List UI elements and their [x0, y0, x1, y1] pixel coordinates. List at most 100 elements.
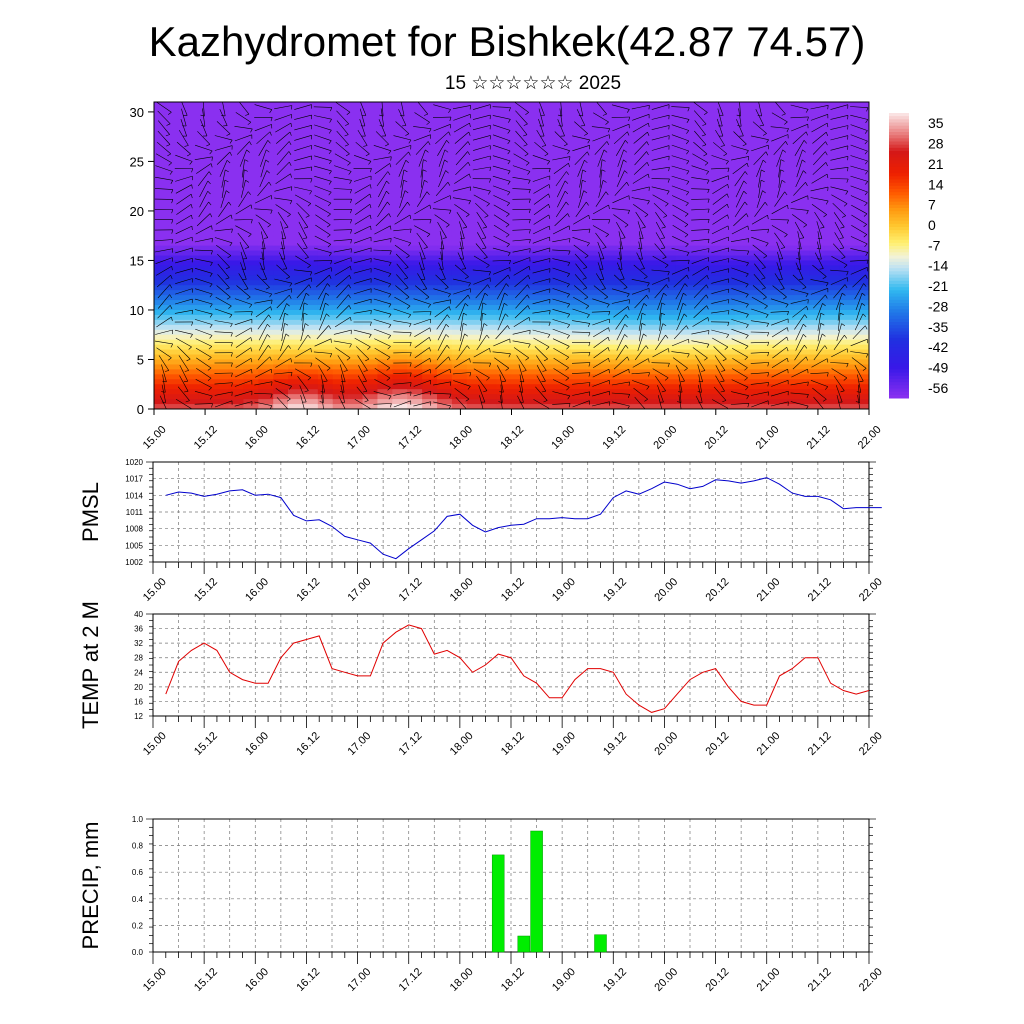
field-cell: [347, 389, 364, 395]
wind-barb-flag: [587, 151, 590, 156]
field-cell: [437, 339, 453, 346]
field-cell: [198, 196, 215, 202]
field-cell: [258, 181, 274, 187]
field-cell: [541, 260, 557, 266]
wind-barb-flag: [686, 130, 690, 134]
wind-barb-flag: [685, 202, 689, 207]
wind-barb-flag: [410, 391, 412, 396]
field-cell: [690, 359, 706, 366]
wind-barb: [435, 131, 449, 145]
wind-barb: [194, 268, 213, 274]
field-cell: [660, 300, 676, 306]
wind-barb: [197, 131, 211, 145]
wind-barb-flag: [228, 201, 232, 206]
field-cell: [332, 285, 349, 291]
field-cell: [377, 265, 393, 271]
field-cell: [347, 111, 364, 118]
wind-barb-flag: [327, 244, 332, 248]
field-cell: [437, 379, 453, 385]
field-cell: [824, 116, 840, 123]
wind-barb: [538, 118, 545, 137]
wind-barb: [771, 225, 788, 235]
field-cell: [243, 220, 259, 227]
field-cell: [779, 309, 796, 316]
wind-barb: [554, 213, 568, 227]
field-cell: [615, 136, 632, 143]
field-cell: [779, 181, 796, 187]
wind-barb-flag: [588, 342, 591, 347]
field-cell: [481, 329, 498, 336]
field-cell: [824, 394, 840, 400]
wind-barb-flag: [170, 343, 174, 348]
field-cell: [809, 379, 825, 385]
wind-barb: [455, 396, 467, 409]
wind-barb: [515, 130, 528, 145]
wind-barb: [515, 120, 528, 135]
field-cell: [779, 319, 796, 326]
field-cell: [675, 171, 691, 177]
field-cell: [213, 121, 230, 128]
wind-barb-flag: [350, 248, 352, 253]
field-cell: [630, 359, 647, 366]
wind-barb: [453, 122, 470, 133]
field-cell: [690, 220, 706, 227]
field-cell: [526, 146, 542, 153]
field-cell: [451, 240, 468, 247]
wind-barb: [671, 155, 689, 162]
field-cell: [511, 240, 527, 247]
wind-barb: [651, 145, 670, 151]
field-cell: [705, 220, 721, 227]
wind-barb: [560, 102, 563, 117]
field-cell: [228, 285, 244, 291]
field-cell: [571, 136, 587, 143]
field-cell: [168, 220, 185, 227]
field-cell: [794, 166, 811, 172]
wind-barb-flag: [686, 181, 690, 185]
field-cell: [496, 305, 513, 311]
wind-barb: [357, 375, 368, 392]
field-cell: [273, 394, 289, 400]
wind-barb-flag: [608, 327, 610, 332]
field-cell: [213, 166, 230, 172]
field-cell: [347, 201, 364, 207]
wind-barb: [532, 288, 550, 295]
wind-barb-flag: [720, 380, 725, 383]
wind-barb-flag: [329, 119, 332, 123]
field-cell: [526, 394, 542, 400]
field-cell: [154, 364, 170, 370]
wind-barb: [234, 380, 252, 387]
field-cell: [854, 116, 869, 123]
field-cell: [556, 186, 572, 192]
wind-barb-flag: [527, 305, 530, 310]
field-cell: [228, 290, 244, 296]
field-cell: [422, 156, 438, 163]
wind-barb: [301, 302, 305, 321]
field-cell: [362, 270, 379, 276]
field-cell: [302, 339, 319, 346]
field-cell: [645, 280, 662, 286]
field-cell: [154, 102, 170, 108]
field-cell: [720, 186, 736, 192]
field-cell: [645, 181, 662, 187]
wind-barb-flag: [723, 153, 728, 157]
field-cell: [288, 111, 304, 118]
field-cell: [556, 141, 572, 148]
wind-barb-flag: [623, 149, 628, 153]
wind-barb-flag: [347, 162, 351, 166]
field-cell: [615, 156, 632, 163]
wind-barb: [453, 114, 471, 121]
field-cell: [168, 305, 185, 311]
field-cell: [228, 240, 244, 247]
wind-barb-flag: [765, 242, 769, 247]
field-cell: [466, 334, 483, 341]
field-cell: [824, 265, 840, 271]
field-cell: [794, 205, 811, 212]
field-cell: [809, 106, 825, 113]
field-cell: [839, 295, 855, 301]
wind-barb-flag: [307, 377, 311, 381]
field-cell: [168, 260, 185, 266]
field-cell: [228, 156, 244, 163]
field-cell: [690, 161, 706, 167]
field-cell: [615, 235, 632, 242]
field-cell: [734, 151, 751, 158]
